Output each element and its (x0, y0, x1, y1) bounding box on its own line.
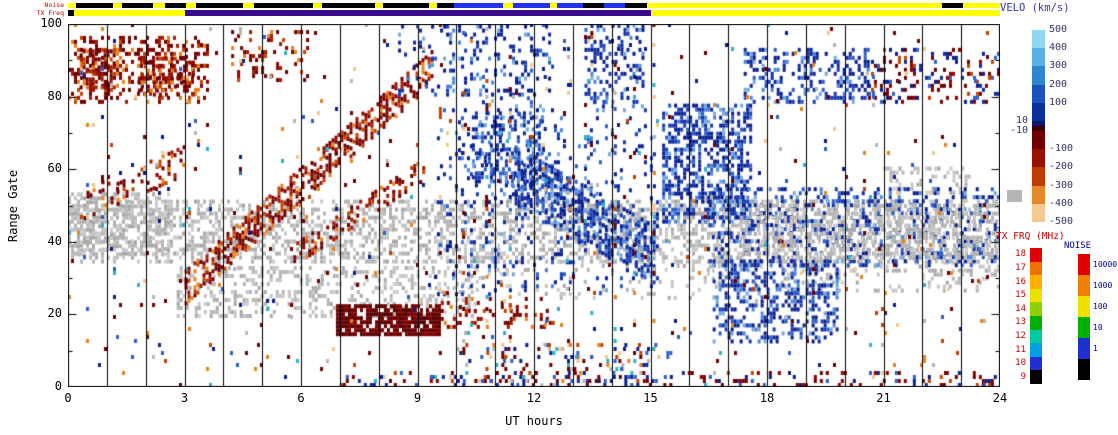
noise-colorbar-segment (1078, 275, 1090, 296)
txfreq-colorbar-segment (1030, 370, 1042, 384)
txfreq-colorbar-title: TX FRQ (MHz) (996, 231, 1065, 242)
txfreq-tick-label: 15 (1015, 290, 1026, 301)
velocity-tick-label: 200 (1049, 78, 1068, 90)
strip-segment (322, 3, 375, 8)
strip-segment (941, 3, 964, 8)
noise-colorbar-title: NOISE (1064, 241, 1092, 251)
noise-tick-label: 10000 (1093, 260, 1118, 269)
strip-segment (557, 3, 583, 8)
y-tick-label: 40 (47, 233, 62, 248)
strip-segment (196, 3, 243, 8)
strip-segment (582, 3, 604, 8)
x-axis-label: UT hours (505, 414, 563, 428)
y-tick-label: 100 (40, 16, 62, 30)
strip-segment (75, 3, 113, 8)
velocity-colorbar-segment (1032, 102, 1045, 121)
txfreq-colorbar-segment (1030, 343, 1042, 357)
strip-segment (382, 3, 430, 8)
strip-segment (625, 3, 647, 8)
txfreq-colorbar-segment (1030, 261, 1042, 276)
x-tick-label: 6 (297, 391, 305, 405)
velocity-colorbar-title: VELO (km/s) (1000, 2, 1070, 14)
txfreq-tick-label: 10 (1015, 358, 1026, 369)
txfreq-colorbar-segment (1030, 302, 1042, 316)
y-axis-label: Range Gate (6, 169, 20, 243)
ground-scatter-swatch (1007, 190, 1022, 202)
velocity-tick-label: 10 (1015, 115, 1028, 126)
velocity-tick-label: 400 (1049, 42, 1068, 54)
noise-colorbar-segment (1078, 254, 1090, 275)
txfreq-tick-label: 12 (1015, 330, 1026, 341)
strip-segment (603, 3, 626, 8)
noise-strip-label: Noise (44, 1, 64, 9)
noise-tick-label: 1000 (1093, 281, 1113, 290)
noise-tick-label: 100 (1093, 302, 1108, 311)
x-tick-label: 12 (526, 391, 542, 405)
noise-tick-label: 1 (1093, 344, 1098, 353)
y-tick-label: 0 (54, 379, 62, 393)
noise-tick-label: 10 (1093, 323, 1103, 332)
txfreq-colorbar-segment (1030, 329, 1042, 344)
velocity-colorbar-segment (1032, 131, 1045, 150)
x-tick-label: 3 (180, 391, 189, 405)
strip-segment (165, 3, 187, 8)
x-tick-label: 0 (64, 391, 72, 405)
velocity-colorbar-segment (1032, 167, 1045, 186)
txfreq-colorbar-segment (1030, 356, 1042, 371)
scatter-canvas (68, 24, 1000, 387)
txfreq-tick-label: 13 (1015, 317, 1026, 328)
x-tick-label: 15 (643, 391, 658, 405)
strip-segment (122, 3, 154, 8)
x-tick-label: 9 (413, 391, 422, 405)
strip-segment (436, 3, 455, 8)
velocity-tick-label: -400 (1049, 197, 1074, 209)
noise-colorbar-segment (1078, 359, 1090, 380)
txfreq-tick-label: 11 (1015, 344, 1026, 355)
txfreq-colorbar-segment (1030, 248, 1042, 262)
velocity-tick-label: 300 (1049, 60, 1068, 72)
strip-segment (184, 10, 651, 16)
txfreq-tick-label: 14 (1015, 303, 1026, 314)
x-tick-label: 18 (759, 391, 775, 405)
x-tick-label: 24 (992, 391, 1008, 405)
noise-colorbar-segment (1078, 338, 1090, 359)
txfreq-tick-label: 18 (1015, 249, 1026, 260)
y-tick-label: 80 (47, 88, 62, 103)
velocity-colorbar-segment (1032, 121, 1045, 126)
txfreq-colorbar-segment (1030, 275, 1042, 289)
velocity-tick-label: -200 (1049, 161, 1074, 173)
velocity-colorbar-segment (1032, 48, 1045, 67)
txfreq-strip-label: TX Freq (36, 9, 64, 17)
velocity-tick-label: -500 (1049, 216, 1074, 227)
txfreq-colorbar-segment (1030, 316, 1042, 330)
velocity-tick-label: -10 (1009, 125, 1028, 136)
velocity-tick-label: 500 (1049, 24, 1068, 35)
txfreq-tick-label: 16 (1015, 276, 1026, 287)
txfreq-strip (68, 10, 1000, 16)
txfreq-tick-label: 17 (1015, 262, 1026, 273)
noise-strip (68, 3, 1000, 8)
strip-segment (454, 3, 503, 8)
velocity-colorbar-segment (1032, 84, 1045, 103)
velocity-colorbar-segment (1032, 126, 1045, 131)
y-tick-label: 20 (47, 306, 62, 321)
velocity-tick-label: 100 (1049, 96, 1068, 108)
noise-colorbar-segment (1078, 296, 1090, 317)
velocity-colorbar-segment (1032, 66, 1045, 85)
y-tick-label: 60 (47, 161, 62, 176)
velocity-tick-label: -100 (1049, 143, 1074, 155)
velocity-colorbar-segment (1032, 30, 1045, 49)
strip-segment (68, 10, 74, 16)
txfreq-tick-label: 9 (1020, 371, 1026, 382)
strip-segment (512, 3, 550, 8)
txfreq-colorbar-segment (1030, 288, 1042, 303)
strip-segment (254, 3, 313, 8)
velocity-colorbar-segment (1032, 203, 1045, 222)
x-tick-label: 21 (876, 391, 891, 405)
noise-colorbar-segment (1078, 317, 1090, 338)
velocity-colorbar-segment (1032, 185, 1045, 204)
velocity-tick-label: -300 (1049, 179, 1074, 191)
velocity-colorbar-segment (1032, 149, 1045, 168)
